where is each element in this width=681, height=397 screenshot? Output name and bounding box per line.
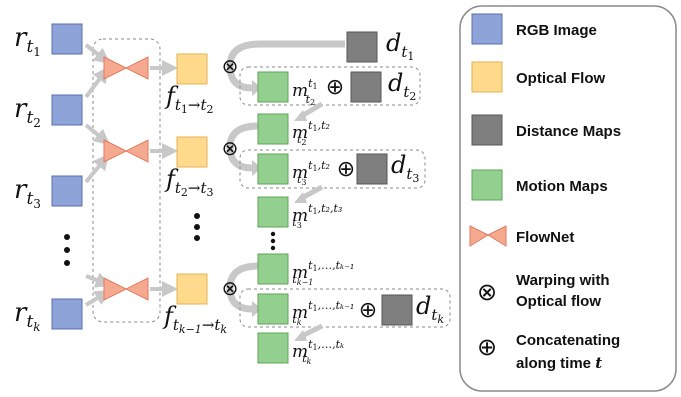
motion-map-5 (257, 253, 289, 285)
motion-ellipsis (270, 231, 276, 251)
motion-label-4: mt1,t₂,t₃ t3 (292, 202, 342, 230)
optical-flows (176, 53, 208, 305)
legend-flownet-label: FlowNet (516, 229, 574, 246)
motion-map-2 (257, 113, 289, 145)
oplus-icon: ⊕ (326, 74, 344, 99)
distance-map-t3 (356, 153, 388, 185)
motion-map-6 (257, 293, 289, 325)
optical-flow-1 (176, 53, 208, 85)
input-ellipsis (64, 234, 70, 266)
legend-flow-swatch (471, 61, 503, 93)
legend-motion-swatch (471, 169, 503, 201)
flownet-blocks (103, 56, 149, 301)
flownet-1 (103, 56, 149, 80)
rgb-image-t2 (51, 94, 83, 126)
flownet-k (103, 277, 149, 301)
concat-groups (239, 66, 451, 328)
oplus-icon: ⊕ (337, 156, 355, 181)
input-arrows (84, 43, 112, 307)
distance-label-tk: dtk (416, 292, 444, 326)
legend-distance-label: Distance Maps (516, 123, 621, 140)
input-label-t2: rt2 (14, 94, 41, 130)
input-label-t3: rt3 (14, 175, 41, 211)
distance-maps (346, 31, 413, 326)
motion-label-2: mt1,t₂ t2 (292, 119, 330, 147)
motion-label-3: mt1,t₂ t3 (292, 159, 330, 187)
legend-warping-label-2: Optical flow (516, 293, 601, 310)
input-label-t1: rt1 (14, 23, 41, 59)
oplus-icon: ⊕ (359, 297, 377, 322)
distance-label-t1: dt1 (386, 29, 414, 63)
distance-map-t2 (350, 71, 382, 103)
flownet-to-flow-arrows (150, 60, 178, 297)
motion-maps (257, 71, 289, 364)
optical-flow-2 (176, 136, 208, 168)
flow-ellipsis (194, 213, 200, 241)
distance-label-t2: dt2 (388, 69, 416, 103)
flow-label-2: ft2→t3 (164, 165, 214, 199)
otimes-icon: ⊗ (222, 278, 239, 300)
legend-rgb-swatch (471, 13, 503, 45)
legend-flownet-icon (469, 225, 507, 247)
rgb-image-t1 (51, 23, 83, 55)
legend: RGB Image Optical Flow Distance Maps Mot… (459, 5, 677, 392)
legend-flow-label: Optical Flow (516, 70, 606, 87)
flow-label-k: ftk−1→tk (162, 302, 227, 336)
motion-labels: mt1 t2 mt1,t₂ t2 mt1,t₂ t3 mt1,t₂,t₃ t3 mt1,… (292, 77, 354, 366)
otimes-icon: ⊗ (222, 138, 239, 160)
distance-label-t3: dt3 (391, 151, 419, 185)
warp-operators: ⊗ ⊗ ⊗ (222, 56, 239, 300)
legend-frame (459, 5, 677, 392)
rgb-inputs (51, 23, 83, 330)
otimes-icon: ⊗ (222, 56, 239, 78)
concat-operators: ⊕ ⊕ ⊕ (326, 74, 377, 322)
input-label-tk: rtk (14, 298, 41, 334)
flow-label-1: ft1→t2 (164, 82, 214, 116)
flownet-2 (103, 139, 149, 163)
motion-label-5: mt1,…,tₖ₋₁ tk−1 (292, 259, 354, 287)
motion-map-3 (257, 153, 289, 185)
legend-distance-swatch (471, 114, 503, 146)
legend-motion-label: Motion Maps (516, 178, 608, 195)
distance-map-tk (381, 294, 413, 326)
motion-map-7 (257, 332, 289, 364)
motion-map-1 (257, 71, 289, 103)
legend-concat-label-1: Concatenating (516, 332, 620, 349)
motion-map-4 (257, 196, 289, 228)
motion-label-1: mt1 t2 (292, 77, 318, 107)
legend-rgb-label: RGB Image (516, 22, 597, 39)
legend-concat-label-2: along time t (516, 354, 602, 372)
flownet-group-box (92, 38, 161, 323)
legend-otimes-icon: ⊗ (477, 279, 497, 306)
distance-map-t1 (346, 31, 378, 63)
motion-label-6: mt1,…,tₖ₋₁ tk (292, 299, 354, 327)
rgb-image-t3 (51, 175, 83, 207)
legend-oplus-icon: ⊕ (477, 334, 497, 361)
legend-warping-label-1: Warping with (516, 272, 610, 289)
concat-output-arrowheads (294, 110, 307, 341)
warp-arrowheads (252, 80, 262, 317)
rgb-image-tk (51, 298, 83, 330)
motion-label-7: mt1,…,tₖ tk (292, 338, 344, 366)
optical-flow-k (176, 273, 208, 305)
